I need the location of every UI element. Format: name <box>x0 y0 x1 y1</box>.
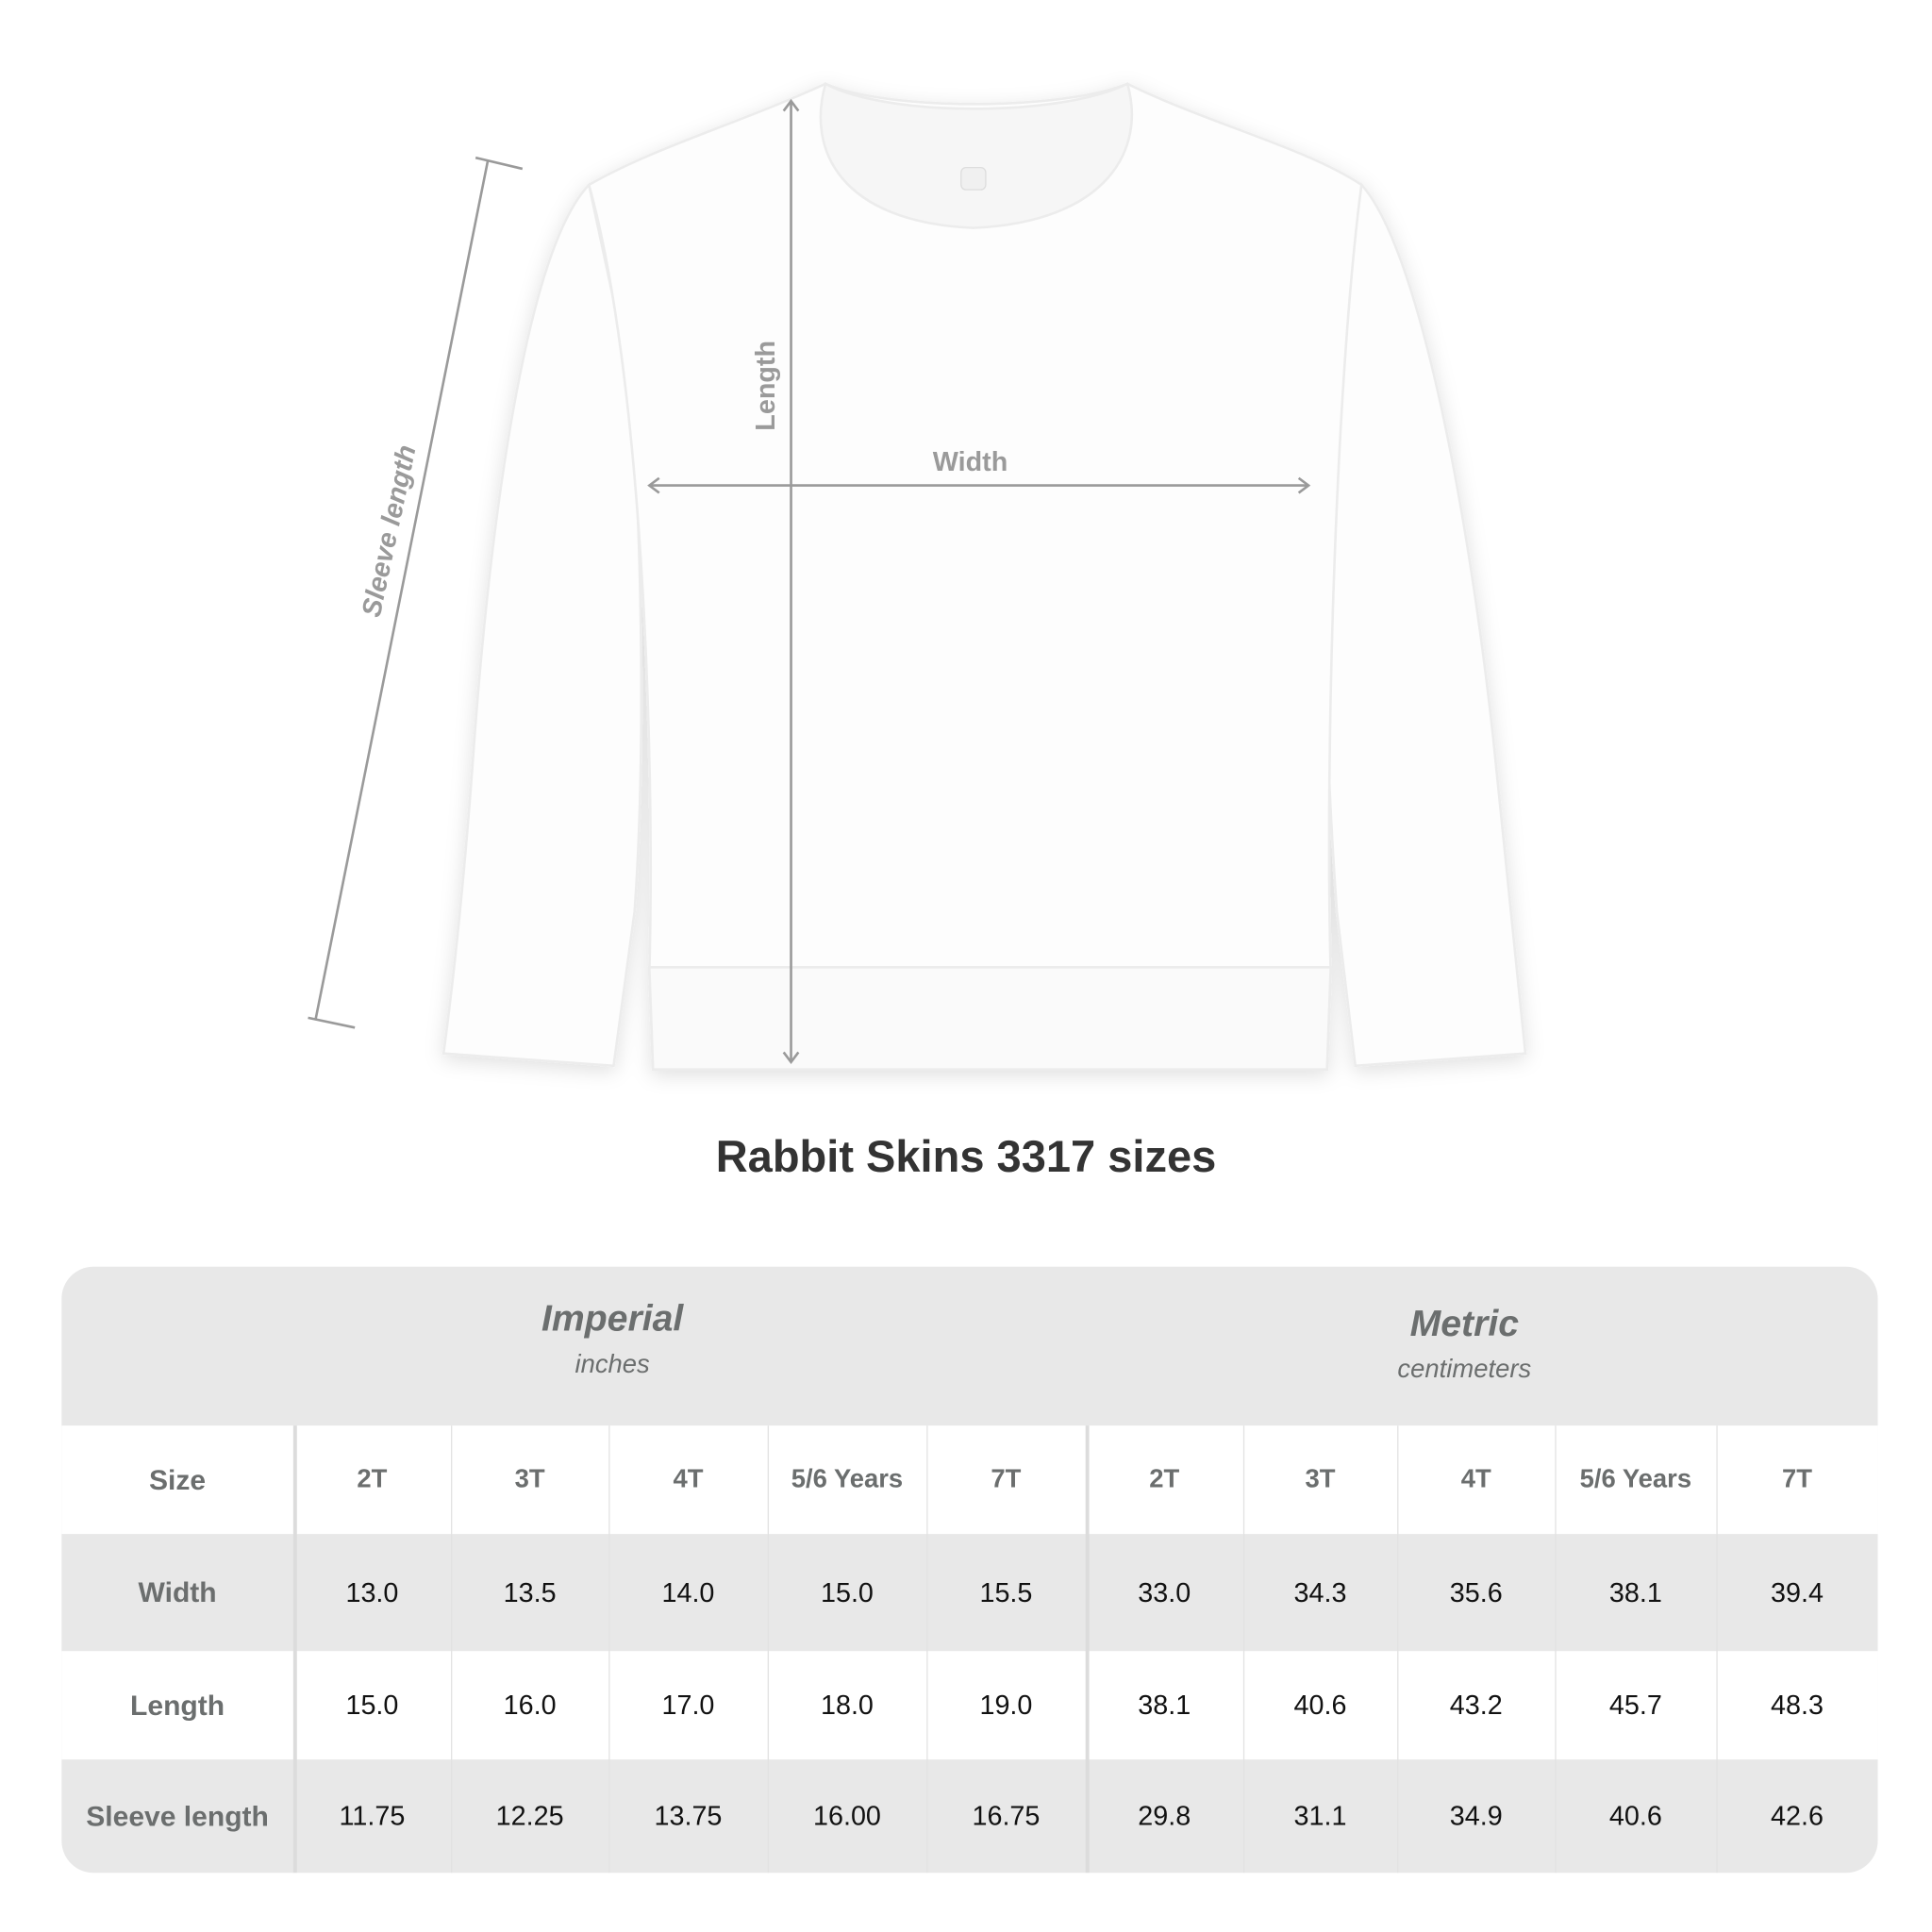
column-divider <box>1085 1425 1090 1874</box>
table-cell: 19.0 <box>979 1689 1033 1721</box>
neck-label-icon <box>960 166 987 191</box>
table-cell: 45.7 <box>1608 1689 1662 1721</box>
table-cell: 16.0 <box>503 1689 557 1721</box>
size-column-header: 4T <box>1460 1464 1491 1494</box>
size-column-header: 7T <box>1781 1464 1812 1494</box>
row-label: Sleeve length <box>86 1799 269 1832</box>
size-column-header: 5/6 Years <box>1579 1464 1692 1494</box>
table-cell: 40.6 <box>1293 1689 1347 1721</box>
table-cell: 35.6 <box>1449 1576 1503 1607</box>
measure-arrows <box>308 98 1311 1065</box>
page-title: Rabbit Skins 3317 sizes <box>715 1131 1217 1182</box>
table-cell: 12.25 <box>495 1800 564 1831</box>
imperial-header: Imperial inches <box>293 1299 932 1380</box>
column-divider <box>1242 1425 1245 1874</box>
table-cell: 48.3 <box>1770 1689 1824 1721</box>
table-cell: 17.0 <box>661 1689 715 1721</box>
table-cell: 38.1 <box>1138 1689 1191 1721</box>
width-label: Width <box>932 445 1008 477</box>
size-column-header: 5/6 Years <box>791 1464 904 1494</box>
table-cell: 15.5 <box>979 1576 1033 1607</box>
metric-header: Metric centimeters <box>1086 1304 1843 1385</box>
size-column-header: 4T <box>673 1464 704 1494</box>
table-cell: 38.1 <box>1608 1576 1662 1607</box>
right-sleeve <box>1322 182 1527 1068</box>
table-cell: 15.0 <box>345 1689 399 1721</box>
size-column-header: 2T <box>357 1464 388 1494</box>
row-label: Length <box>130 1689 225 1721</box>
size-column-header: 3T <box>1305 1464 1336 1494</box>
table-cell: 31.1 <box>1293 1800 1347 1831</box>
metric-title: Metric <box>1409 1303 1520 1344</box>
table-cell: 11.75 <box>339 1800 406 1831</box>
table-cell: 33.0 <box>1138 1576 1191 1607</box>
table-cell: 15.0 <box>820 1576 874 1607</box>
sleeve-arrow <box>314 159 490 1021</box>
size-column-header: 3T <box>514 1464 545 1494</box>
row-label: Width <box>138 1575 217 1608</box>
table-cell: 13.0 <box>345 1576 399 1607</box>
table-cell: 42.6 <box>1770 1800 1824 1831</box>
sweatshirt-illustration <box>308 81 1527 1072</box>
size-column-header: 7T <box>991 1464 1022 1494</box>
sweatshirt-body <box>587 82 1363 1072</box>
column-divider <box>1555 1425 1557 1874</box>
size-header: Size <box>149 1463 207 1495</box>
table-cell: 13.5 <box>503 1576 557 1607</box>
column-divider <box>451 1425 453 1874</box>
table-cell: 34.9 <box>1449 1800 1503 1831</box>
column-divider <box>1716 1425 1718 1874</box>
collar <box>819 81 1134 229</box>
length-label: Length <box>749 340 781 431</box>
table-cell: 40.6 <box>1608 1800 1662 1831</box>
table-cell: 16.00 <box>812 1800 881 1831</box>
table-cell: 43.2 <box>1449 1689 1503 1721</box>
size-column-header: 2T <box>1149 1464 1180 1494</box>
column-divider <box>1397 1425 1399 1874</box>
table-cell: 29.8 <box>1138 1800 1191 1831</box>
table-cell: 13.75 <box>654 1800 723 1831</box>
table-cell: 16.75 <box>972 1800 1041 1831</box>
table-cell: 34.3 <box>1293 1576 1347 1607</box>
column-divider <box>926 1425 928 1874</box>
left-sleeve <box>441 182 643 1068</box>
bottom-band <box>647 965 1332 1072</box>
table-cell: 14.0 <box>661 1576 715 1607</box>
column-divider <box>292 1425 297 1874</box>
table-cell: 39.4 <box>1770 1576 1824 1607</box>
imperial-unit: inches <box>575 1350 650 1379</box>
column-divider <box>767 1425 770 1874</box>
size-table: Imperial inches Metric centimeters Size 2… <box>61 1266 1878 1874</box>
table-cell: 18.0 <box>820 1689 874 1721</box>
imperial-title: Imperial <box>541 1298 684 1340</box>
column-divider <box>608 1425 610 1874</box>
metric-unit: centimeters <box>1397 1355 1532 1384</box>
